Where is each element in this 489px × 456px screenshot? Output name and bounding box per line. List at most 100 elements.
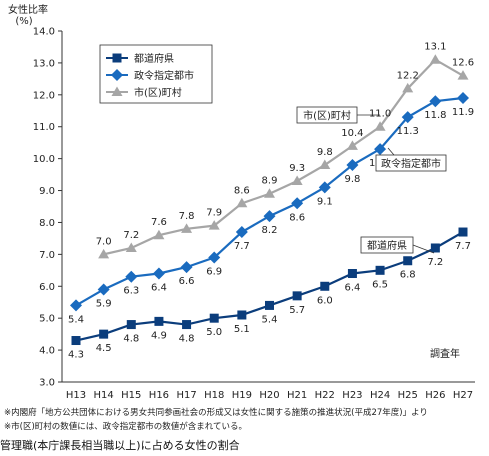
data-point-square	[112, 53, 122, 63]
data-label: 6.9	[206, 267, 222, 278]
y-tick-label: 4.0	[39, 346, 55, 357]
data-label: 4.9	[151, 330, 167, 341]
data-point-triangle	[319, 159, 331, 170]
legend-entry: 政令指定都市	[106, 69, 194, 82]
data-point-square	[154, 316, 164, 326]
series-group: 4.3 4.5 4.8 4.9 4.8 5.0 5.1 5.4 5.7 6.0 6.4 6.5 6.8 7…	[68, 42, 474, 361]
legend-entry: 都道府県	[106, 52, 174, 65]
data-label: 5.0	[206, 327, 222, 338]
x-tick-label: H22	[315, 390, 335, 401]
x-tick-labels: H13 H14 H15 H16 H17 H18 H19 H20 H21 H22 H23 H24 H25 H…	[66, 390, 473, 401]
y-tick-label: 9.0	[39, 186, 55, 197]
y-tick-label: 10.0	[33, 154, 55, 165]
data-point-diamond	[401, 111, 414, 124]
data-point-diamond	[457, 92, 469, 105]
x-tick-label: H13	[66, 390, 86, 401]
data-label: 7.7	[455, 241, 471, 252]
data-point-diamond	[152, 267, 165, 280]
data-label: 7.9	[206, 208, 222, 219]
data-label: 6.4	[151, 283, 167, 294]
data-label: 6.5	[372, 279, 388, 290]
data-label: 4.3	[68, 350, 84, 361]
data-point-square	[265, 300, 274, 310]
callout-box	[296, 106, 358, 124]
callout-label: 都道府県	[367, 239, 407, 252]
data-point-square	[182, 320, 192, 330]
series-callout: 都道府県	[360, 236, 435, 254]
y-tick-label: 13.0	[33, 58, 55, 69]
data-point-square	[375, 265, 385, 275]
data-point-triangle	[208, 220, 220, 230]
data-point-square	[99, 329, 109, 339]
data-label: 8.2	[262, 225, 278, 236]
data-point-triangle	[264, 188, 275, 198]
data-label: 7.7	[234, 241, 250, 252]
y-tick-label: 12.0	[33, 90, 55, 101]
x-tick-label: H27	[453, 390, 473, 401]
x-tick-label: H15	[121, 390, 141, 401]
data-label: 8.6	[289, 212, 305, 223]
data-label: 8.9	[262, 176, 278, 187]
callout-leader	[412, 244, 435, 254]
data-label: 7.0	[96, 236, 112, 247]
series-callout: 政令指定都市	[375, 147, 447, 172]
data-point-triangle	[111, 86, 123, 96]
data-label: 5.1	[234, 324, 250, 335]
y-tick-label: 8.0	[39, 218, 55, 229]
data-label: 10.4	[341, 128, 363, 139]
data-label: 9.1	[317, 196, 333, 207]
data-label: 4.8	[123, 334, 139, 345]
data-point-diamond	[208, 251, 221, 264]
data-label: 7.2	[427, 257, 443, 268]
data-point-triangle	[125, 242, 137, 252]
data-label: 7.2	[123, 230, 139, 241]
legend-label: 都道府県	[134, 52, 174, 65]
data-point-diamond	[97, 283, 110, 296]
series-callout: 市(区)町村	[296, 106, 380, 124]
data-point-square	[403, 256, 413, 266]
data-label: 11.3	[397, 126, 419, 137]
data-point-diamond	[346, 159, 359, 172]
series-1: 4.3 4.5 4.8 4.9 4.8 5.0 5.1 5.4 5.7 6.0 6.4 6.5 6.8 7…	[68, 227, 471, 361]
data-point-diamond	[235, 226, 248, 239]
data-label: 6.0	[317, 295, 333, 306]
callout-label: 政令指定都市	[381, 157, 441, 170]
data-label: 11.9	[452, 107, 474, 118]
y-axis-title: 女性比率	[8, 3, 48, 16]
x-tick-label: H23	[342, 390, 362, 401]
data-label: 5.4	[68, 314, 84, 325]
x-tick-label: H17	[176, 390, 196, 401]
data-point-triangle	[346, 140, 358, 150]
data-label: 6.8	[400, 270, 416, 281]
data-point-triangle	[429, 54, 441, 64]
data-label: 7.8	[179, 211, 195, 222]
x-axis-title: 調査年	[430, 347, 460, 360]
chart-caption: 管理職(本庁課長相当職以上)に占める女性の割合	[0, 439, 240, 452]
callout-label: 市(区)町村	[303, 109, 351, 122]
data-label: 5.9	[96, 298, 112, 309]
data-label: 9.8	[317, 147, 333, 158]
data-point-diamond	[318, 181, 331, 194]
callout-box	[375, 154, 447, 172]
y-tick-label: 5.0	[39, 314, 55, 325]
y-tick-label: 7.0	[39, 250, 55, 261]
callout-box	[360, 236, 414, 254]
data-point-diamond	[291, 197, 304, 210]
series-3: 7.0 7.2 7.6 7.8 7.9 8.6 8.9 9.3 9.8 10.4 11.0 12.2 1…	[96, 42, 474, 259]
data-point-square	[347, 269, 357, 279]
data-label: 12.2	[397, 70, 419, 81]
data-label: 5.4	[262, 314, 278, 325]
x-tick-label: H14	[94, 390, 114, 401]
series-line	[103, 58, 464, 256]
data-label: 11.0	[369, 109, 391, 120]
data-point-square	[71, 336, 81, 346]
data-label: 5.7	[289, 305, 305, 316]
y-tick-label: 11.0	[33, 122, 55, 133]
x-tick-label: H19	[232, 390, 252, 401]
data-label: 6.4	[344, 283, 360, 294]
data-point-triangle	[181, 223, 193, 233]
x-tick-label: H16	[149, 390, 169, 401]
data-point-triangle	[402, 82, 414, 93]
legend-label: 市(区)町村	[134, 86, 182, 99]
